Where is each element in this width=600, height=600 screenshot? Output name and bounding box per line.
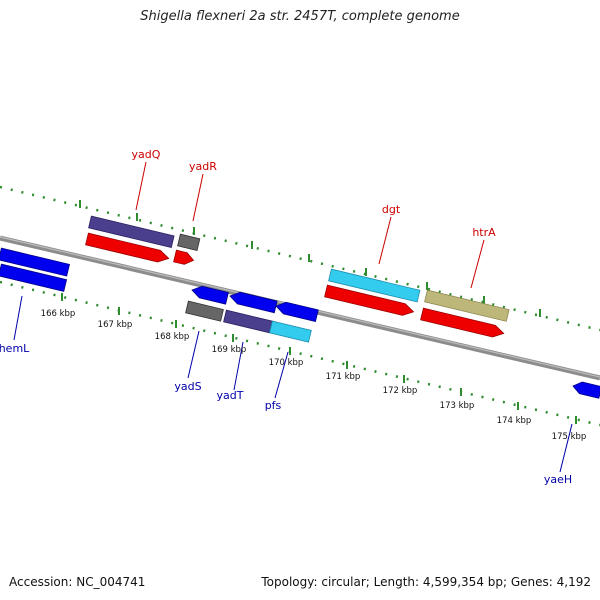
reverse-labels: hemL yadS yadT pfs yaeH — [0, 342, 572, 486]
label-yadS: yadS — [174, 380, 201, 393]
gene-yadS[interactable] — [185, 300, 224, 322]
label-yadQ: yadQ — [132, 148, 161, 161]
kbp-171: 171 kbp — [326, 372, 361, 382]
cds-yadQ[interactable] — [85, 232, 170, 264]
reverse-cds-row — [0, 247, 600, 399]
cds-htrA[interactable] — [420, 307, 505, 339]
cds-yadR[interactable] — [173, 249, 195, 266]
kbp-170: 170 kbp — [269, 358, 304, 368]
reverse-label-leaders — [13, 295, 573, 473]
forward-label-leaders — [135, 161, 485, 289]
forward-cds-row — [85, 232, 505, 339]
cds-yadT[interactable] — [229, 290, 278, 314]
genome-summary-text: Topology: circular; Length: 4,599,354 bp… — [261, 575, 591, 589]
label-yadT: yadT — [217, 389, 244, 402]
lower-ruler-major-ticks — [61, 293, 577, 424]
cds-yaeH[interactable] — [572, 380, 600, 399]
accession-text: Accession: NC_004741 — [9, 575, 146, 589]
label-yaeH: yaeH — [544, 473, 572, 486]
gene-htrA[interactable] — [424, 289, 510, 322]
gene-yadR[interactable] — [177, 233, 201, 251]
gene-hemL[interactable] — [0, 263, 68, 292]
kbp-168: 168 kbp — [155, 332, 190, 342]
map-title: Shigella flexneri 2a str. 2457T, complet… — [140, 9, 460, 24]
forward-labels: yadQ yadR dgt htrA — [132, 148, 497, 239]
reverse-gene-row — [0, 263, 312, 343]
lower-ruler — [0, 280, 600, 427]
label-hemL: hemL — [0, 342, 30, 355]
upper-ruler — [0, 185, 600, 332]
kbp-166: 166 kbp — [41, 309, 76, 319]
kbp-173: 173 kbp — [440, 401, 475, 411]
gene-pfs[interactable] — [269, 320, 312, 343]
label-dgt: dgt — [382, 203, 401, 216]
upper-ruler-major-ticks — [79, 200, 541, 317]
cds-dgt[interactable] — [324, 284, 415, 318]
label-yadR: yadR — [189, 160, 217, 173]
kbp-175: 175 kbp — [552, 432, 587, 442]
gene-dgt[interactable] — [328, 268, 421, 303]
cds-yadS[interactable] — [191, 284, 229, 305]
gene-yadQ[interactable] — [88, 215, 175, 249]
kbp-167: 167 kbp — [98, 320, 133, 330]
forward-gene-row — [88, 215, 510, 322]
kbp-169: 169 kbp — [212, 345, 247, 355]
kbp-174: 174 kbp — [497, 416, 532, 426]
kbp-172: 172 kbp — [383, 386, 418, 396]
cds-hemL[interactable] — [0, 247, 70, 277]
gene-yadT[interactable] — [223, 309, 274, 334]
kbp-labels: 166 kbp 167 kbp 168 kbp 169 kbp 170 kbp … — [41, 309, 587, 442]
label-htrA: htrA — [472, 226, 496, 239]
label-pfs: pfs — [265, 399, 282, 412]
cds-pfs[interactable] — [275, 300, 319, 323]
